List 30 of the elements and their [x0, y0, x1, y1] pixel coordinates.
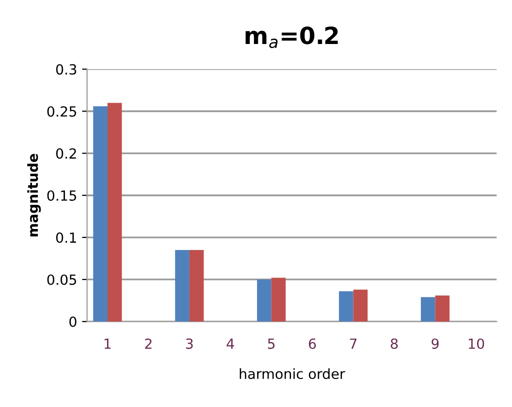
y-tick-label: 0.05: [47, 274, 76, 285]
bar: [108, 102, 122, 322]
y-tick-label: 0.25: [47, 106, 76, 117]
x-tick-label: 7: [350, 338, 357, 349]
bar: [189, 250, 204, 322]
x-tick-label: 9: [432, 338, 439, 349]
x-axis-title: harmonic order: [240, 368, 346, 380]
bar: [271, 278, 286, 322]
x-tick-label: 6: [308, 338, 316, 349]
x-tick-label: 4: [226, 338, 234, 349]
bar: [338, 291, 354, 322]
bar: [353, 290, 368, 322]
bar: [257, 279, 272, 322]
y-tick-label: 0.3: [56, 64, 76, 75]
y-tick-label: 0.15: [47, 190, 76, 201]
bar: [435, 295, 450, 322]
y-tick-label: 0: [69, 316, 76, 328]
x-tick-label: 5: [268, 338, 275, 349]
bar: [175, 250, 190, 322]
x-tick-label: 10: [468, 338, 484, 349]
y-tick-label: 0.1: [56, 232, 76, 243]
x-tick-label: 8: [390, 338, 398, 349]
y-tick-label: 0.2: [56, 148, 76, 159]
x-tick-label: 3: [186, 338, 193, 349]
y-axis-title: magnitude: [27, 154, 41, 236]
x-tick-label: 2: [145, 338, 152, 349]
x-tick-label: 1: [104, 338, 111, 349]
bar: [420, 297, 436, 322]
chart-title: m$_{a}$=0.2: [246, 26, 338, 48]
bar: [93, 106, 108, 322]
